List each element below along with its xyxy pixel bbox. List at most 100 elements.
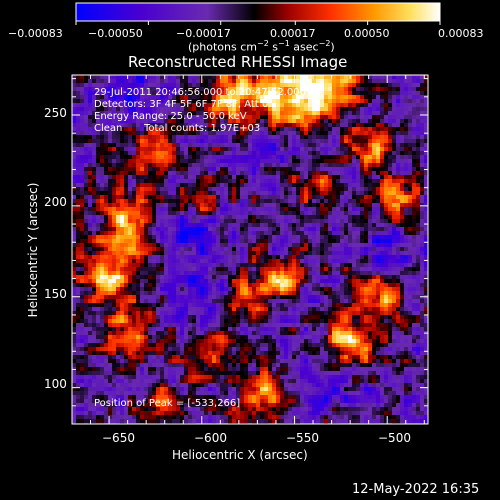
heatmap-cell <box>368 107 373 112</box>
heatmap-cell <box>160 295 165 300</box>
heatmap-cell <box>336 231 341 236</box>
heatmap-cell <box>408 83 413 88</box>
heatmap-cell <box>316 235 321 240</box>
heatmap-cell <box>376 183 381 188</box>
heatmap-cell <box>260 95 265 100</box>
heatmap-cell <box>204 135 209 140</box>
heatmap-cell <box>320 87 325 92</box>
heatmap-cell <box>352 179 357 184</box>
heatmap-cell <box>156 279 161 284</box>
heatmap-cell <box>424 199 428 204</box>
heatmap-cell <box>160 267 165 272</box>
heatmap-cell <box>360 259 365 264</box>
heatmap-cell <box>248 171 253 176</box>
heatmap-cell <box>416 83 421 88</box>
heatmap-cell <box>392 251 397 256</box>
heatmap-cell <box>252 191 257 196</box>
heatmap-cell <box>328 143 333 148</box>
heatmap-cell <box>420 211 425 216</box>
heatmap-cell <box>340 179 345 184</box>
heatmap-cell <box>244 187 249 192</box>
heatmap-cell <box>228 243 233 248</box>
heatmap-cell <box>296 199 301 204</box>
heatmap-cell <box>200 91 205 96</box>
heatmap-cell <box>292 211 297 216</box>
heatmap-cell <box>228 271 233 276</box>
heatmap-cell <box>92 79 97 84</box>
heatmap-cell <box>264 239 269 244</box>
heatmap-cell <box>112 295 117 300</box>
heatmap-cell <box>200 247 205 252</box>
heatmap-cell <box>168 263 173 268</box>
heatmap-cell <box>380 87 385 92</box>
heatmap-cell <box>380 251 385 256</box>
heatmap-cell <box>88 111 93 116</box>
heatmap-cell <box>392 211 397 216</box>
heatmap-cell <box>172 247 177 252</box>
heatmap-cell <box>304 151 309 156</box>
heatmap-cell <box>232 215 237 220</box>
heatmap-cell <box>176 87 181 92</box>
heatmap-cell <box>392 235 397 240</box>
heatmap-cell <box>392 127 397 132</box>
heatmap-cell <box>212 283 217 288</box>
heatmap-cell <box>132 275 137 280</box>
heatmap-cell <box>100 199 105 204</box>
heatmap-cell <box>124 283 129 288</box>
heatmap-cell <box>396 195 401 200</box>
heatmap-cell <box>252 167 257 172</box>
heatmap-cell <box>356 123 361 128</box>
heatmap-cell <box>228 235 233 240</box>
heatmap-cell <box>400 199 405 204</box>
heatmap-cell <box>376 139 381 144</box>
heatmap-cell <box>344 291 349 296</box>
heatmap-cell <box>384 231 389 236</box>
heatmap-cell <box>172 167 177 172</box>
heatmap-cell <box>84 259 89 264</box>
heatmap-cell <box>240 99 245 104</box>
heatmap-cell <box>264 231 269 236</box>
heatmap-cell <box>116 111 121 116</box>
heatmap-cell <box>324 147 329 152</box>
heatmap-cell <box>92 135 97 140</box>
heatmap-cell <box>120 231 125 236</box>
heatmap-cell <box>172 139 177 144</box>
heatmap-cell <box>120 91 125 96</box>
heatmap-cell <box>212 231 217 236</box>
heatmap-cell <box>196 247 201 252</box>
heatmap-cell <box>272 295 277 300</box>
heatmap-cell <box>208 123 213 128</box>
heatmap-cell <box>388 167 393 172</box>
heatmap-cell <box>360 267 365 272</box>
heatmap-cell <box>288 287 293 292</box>
heatmap-cell <box>132 259 137 264</box>
heatmap-cell <box>204 215 209 220</box>
heatmap-cell <box>316 83 321 88</box>
heatmap-cell <box>372 243 377 248</box>
heatmap-cell <box>148 175 153 180</box>
heatmap-cell <box>132 287 137 292</box>
heatmap-cell <box>232 235 237 240</box>
heatmap-cell <box>260 271 265 276</box>
heatmap-cell <box>136 283 141 288</box>
heatmap-cell <box>372 111 377 116</box>
heatmap-cell <box>140 247 145 252</box>
heatmap-cell <box>348 103 353 108</box>
heatmap-cell <box>284 143 289 148</box>
heatmap-cell <box>408 175 413 180</box>
heatmap-cell <box>360 171 365 176</box>
heatmap-cell <box>332 207 337 212</box>
heatmap-cell <box>208 227 213 232</box>
heatmap-cell <box>196 95 201 100</box>
heatmap-cell <box>240 283 245 288</box>
heatmap-cell <box>116 103 121 108</box>
heatmap-cell <box>416 119 421 124</box>
heatmap-cell <box>256 219 261 224</box>
heatmap-cell <box>344 243 349 248</box>
heatmap-cell <box>328 195 333 200</box>
heatmap-cell <box>84 255 89 260</box>
heatmap-cell <box>212 227 217 232</box>
heatmap-cell <box>92 299 97 304</box>
heatmap-cell <box>288 223 293 228</box>
heatmap-cell <box>236 203 241 208</box>
